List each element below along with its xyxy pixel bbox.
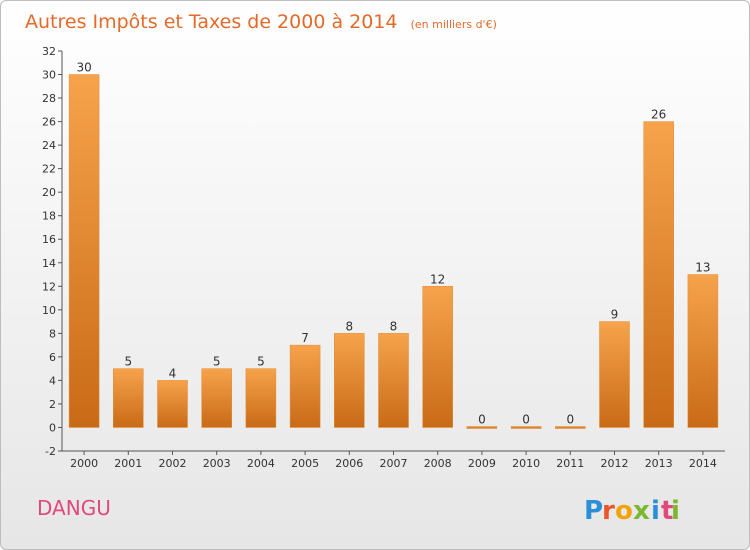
x-tick-label: 2011 — [556, 457, 584, 470]
data-label: 0 — [522, 412, 530, 426]
x-tick-label: 2010 — [512, 457, 540, 470]
y-tick-label: 30 — [42, 69, 56, 82]
bar — [422, 286, 453, 428]
bars — [68, 74, 719, 429]
bar — [599, 321, 630, 428]
data-label: 0 — [478, 412, 486, 426]
x-tick-label: 2002 — [159, 457, 187, 470]
data-label: 9 — [611, 308, 619, 322]
y-tick-label: 26 — [42, 116, 56, 129]
bar — [687, 274, 719, 428]
bar — [555, 426, 586, 429]
logo-letter: o — [615, 496, 633, 526]
x-tick-label: 2008 — [424, 457, 452, 470]
y-tick-label: -2 — [45, 445, 56, 458]
logo-letter: i — [671, 496, 680, 526]
x-tick-label: 2009 — [468, 457, 496, 470]
x-tick-label: 2012 — [601, 457, 629, 470]
bar — [289, 344, 321, 428]
chart-title-text: Autres Impôts et Taxes de 2000 à 2014 — [25, 11, 398, 33]
data-label: 5 — [213, 355, 221, 369]
x-tick-label: 2006 — [335, 457, 363, 470]
y-tick-label: 2 — [49, 398, 56, 411]
data-label: 13 — [695, 261, 710, 275]
y-tick-label: 12 — [42, 280, 56, 293]
data-labels: 30 5 4 5 5 7 8 8 12 0 0 0 9 26 13 — [76, 61, 710, 427]
y-tick-label: 28 — [42, 92, 56, 105]
x-tick-label: 2000 — [70, 457, 98, 470]
bar — [510, 426, 542, 429]
y-tick-label: 18 — [42, 210, 56, 223]
y-tick-label: 24 — [42, 139, 56, 152]
bar — [201, 368, 232, 428]
y-tick-label: 0 — [49, 421, 56, 434]
logo-letter: i — [651, 496, 660, 526]
data-label: 7 — [301, 331, 309, 345]
bar — [245, 368, 277, 428]
data-label: 8 — [390, 319, 398, 333]
x-tick-label: 2003 — [203, 457, 231, 470]
bar — [68, 74, 100, 428]
y-tick-label: 20 — [42, 186, 56, 199]
y-tick-label: 32 — [42, 45, 56, 58]
y-tick-label: 22 — [42, 163, 56, 176]
bar — [466, 426, 498, 429]
chart-subtitle: (en milliers d'€) — [411, 18, 497, 31]
logo-letter: x — [633, 496, 650, 526]
bar — [157, 380, 188, 428]
bar — [643, 121, 674, 428]
x-tick-label: 2001 — [114, 457, 142, 470]
chart-title: Autres Impôts et Taxes de 2000 à 2014 (e… — [25, 11, 497, 33]
y-tick-label: 14 — [42, 257, 56, 270]
commune-name: DANGU — [37, 496, 111, 520]
x-tick-label: 2007 — [380, 457, 408, 470]
data-label: 8 — [345, 319, 353, 333]
proxiti-logo: Pr o x i ti — [584, 496, 680, 526]
x-tick-label: 2004 — [247, 457, 275, 470]
logo-letter: r — [602, 496, 615, 526]
logo-letter: t — [661, 496, 673, 526]
y-tick-label: 6 — [49, 351, 56, 364]
data-label: 5 — [124, 355, 132, 369]
y-tick-label: 8 — [49, 327, 56, 340]
bar — [378, 333, 409, 428]
bar — [334, 333, 365, 428]
y-tick-label: 16 — [42, 233, 56, 246]
data-label: 30 — [76, 61, 91, 75]
x-tick-label: 2013 — [645, 457, 673, 470]
bar — [113, 368, 144, 428]
data-label: 5 — [257, 355, 265, 369]
data-label: 0 — [566, 412, 574, 426]
y-tick-label: 4 — [49, 374, 56, 387]
x-tick-label: 2005 — [291, 457, 319, 470]
y-tick-label: 10 — [42, 304, 56, 317]
data-label: 26 — [651, 108, 666, 122]
data-label: 4 — [169, 366, 177, 380]
x-tick-label: 2014 — [689, 457, 717, 470]
logo-letter: P — [584, 496, 603, 526]
data-label: 12 — [430, 272, 445, 286]
